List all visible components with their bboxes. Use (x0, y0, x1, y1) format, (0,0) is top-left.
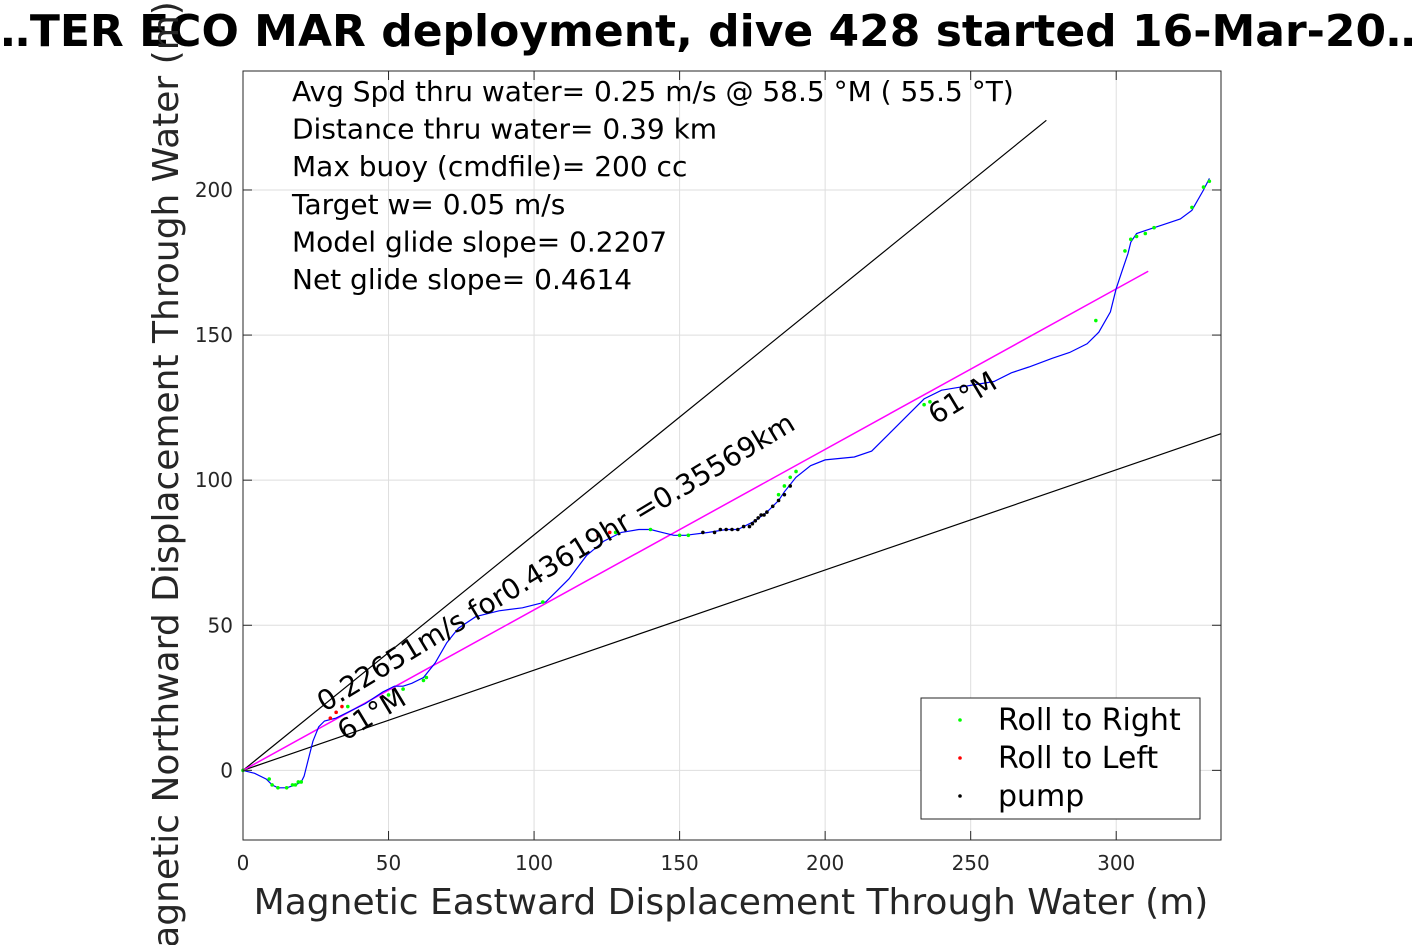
roll-right-marker (1123, 249, 1127, 253)
roll-right-marker (1134, 234, 1139, 239)
roll-right-marker (1152, 225, 1156, 230)
roll-right-marker (270, 783, 274, 787)
bound-line (242, 119, 1047, 771)
roll-right-marker (386, 693, 391, 697)
x-tick-label: 250 (952, 851, 990, 875)
pump-marker (747, 524, 752, 529)
stats-line: Distance thru water= 0.39 km (292, 113, 717, 146)
roll-left-marker (607, 530, 612, 535)
roll-right-marker (677, 533, 682, 538)
x-tick-label: 150 (661, 851, 699, 875)
roll-right-marker (1094, 318, 1098, 323)
bound-line (242, 433, 1222, 771)
pump-marker (770, 504, 775, 509)
x-tick-label: 50 (376, 851, 401, 875)
x-tick-label: 100 (515, 851, 553, 875)
stats-line: Max buoy (cmdfile)= 200 cc (292, 150, 687, 183)
legend-marker-pump (958, 794, 962, 798)
pump-marker (788, 484, 793, 488)
roll-right-marker (284, 785, 289, 790)
y-tick-label: 150 (195, 323, 233, 347)
plot-frame (242, 70, 1222, 841)
glider-track (242, 178, 1210, 789)
roll-right-marker (421, 678, 426, 683)
roll-right-marker (293, 783, 298, 787)
y-tick-label: 200 (195, 178, 233, 202)
stats-line: Target w= 0.05 m/s (291, 188, 565, 221)
y-tick-label: 0 (220, 758, 233, 782)
y-tick-label: 50 (208, 613, 233, 637)
roll-left-marker (334, 710, 338, 715)
roll-right-marker (401, 687, 405, 691)
roll-right-marker (290, 783, 295, 787)
legend-marker-roll-right (958, 718, 962, 722)
legend-marker-roll-left (958, 756, 962, 760)
stats-line: Avg Spd thru water= 0.25 m/s @ 58.5 °M (… (292, 75, 1014, 108)
axis-ticks: 0 50 100 150 200 250 300 0 50 100 150 200 (195, 71, 1221, 875)
average-line (242, 270, 1149, 772)
average-heading-line (242, 270, 1149, 772)
stats-line: Model glide slope= 0.2207 (292, 225, 667, 258)
pump-marker (776, 498, 781, 503)
chart-title: …TER ECO MAR deployment, dive 428 starte… (0, 6, 1417, 57)
roll-right-marker (296, 780, 301, 784)
roll-right-marker (788, 475, 793, 480)
roll-right-marker (1190, 205, 1194, 210)
x-axis-label: Magnetic Eastward Displacement Through W… (254, 882, 1209, 923)
pump-marker (765, 510, 769, 514)
pump-marker (736, 527, 740, 532)
roll-right-marker (276, 785, 280, 790)
grid (242, 71, 1221, 840)
pump-marker (782, 492, 787, 497)
pump-marker (756, 516, 760, 520)
x-tick-label: 0 (237, 851, 250, 875)
roll-right-marker (345, 704, 350, 709)
legend-label: Roll to Left (998, 741, 1158, 776)
pump-marker (750, 521, 755, 526)
roll-left-marker (596, 533, 600, 538)
pump-marker (753, 518, 758, 523)
roll-left-marker (328, 716, 333, 720)
pump-marker (724, 527, 728, 532)
stats-line: Net glide slope= 0.4614 (292, 263, 632, 296)
legend-label: pump (998, 779, 1084, 814)
roll-left-marker (340, 704, 344, 709)
roll-right-marker (1201, 185, 1206, 189)
x-tick-label: 200 (806, 851, 844, 875)
roll-right-marker (648, 527, 653, 532)
data-markers (241, 179, 1212, 790)
roll-right-marker (424, 675, 429, 680)
roll-right-marker (928, 400, 932, 404)
pump-marker (759, 513, 763, 517)
roll-right-marker (794, 469, 798, 474)
bound-lines (242, 119, 1222, 771)
track-line (242, 178, 1210, 789)
pump-marker (712, 530, 717, 535)
roll-right-marker (541, 600, 545, 604)
x-tick-label: 300 (1097, 851, 1135, 875)
roll-right-marker (686, 533, 691, 538)
pump-marker (741, 524, 746, 529)
roll-right-marker (1143, 231, 1148, 236)
roll-right-marker (782, 484, 787, 488)
roll-right-marker (1128, 237, 1133, 242)
y-axis-label: Magnetic Northward Displacement Through … (146, 1, 187, 945)
pump-marker (730, 527, 734, 532)
pump-marker (701, 530, 705, 535)
legend-box (920, 697, 1201, 820)
roll-right-marker (1207, 179, 1212, 184)
legend-label: Roll to Right (998, 703, 1181, 738)
pump-marker (718, 527, 723, 532)
roll-right-marker (299, 780, 304, 784)
roll-right-marker (922, 402, 926, 407)
pump-marker (762, 513, 766, 517)
y-tick-label: 100 (195, 468, 233, 492)
roll-right-marker (267, 777, 271, 781)
roll-right-marker (776, 492, 781, 497)
stats-block: Avg Spd thru water= 0.25 m/s @ 58.5 °M (… (291, 75, 1014, 296)
roll-right-marker (613, 530, 618, 535)
